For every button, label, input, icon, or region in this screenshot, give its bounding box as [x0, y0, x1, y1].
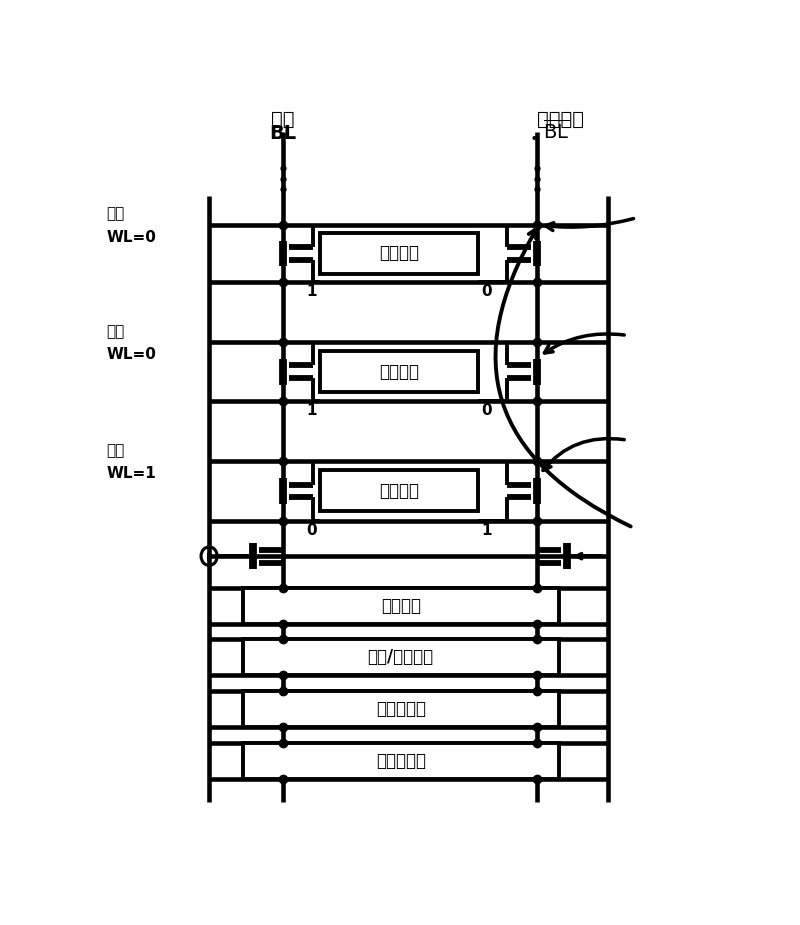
Text: 写使能电路: 写使能电路: [376, 700, 426, 719]
Text: $\overline{\mathrm{BL}}$: $\overline{\mathrm{BL}}$: [543, 119, 570, 143]
Bar: [242, 639, 558, 675]
Text: 存储单元: 存储单元: [379, 244, 419, 263]
Bar: [242, 744, 558, 779]
Text: 位线: 位线: [271, 110, 294, 129]
Bar: [242, 692, 558, 727]
Text: WL=0: WL=0: [106, 230, 156, 245]
Text: $\bullet$: $\bullet$: [529, 130, 537, 143]
Text: 增强电路: 增强电路: [381, 597, 421, 615]
Text: 敏感放大器: 敏感放大器: [376, 752, 426, 771]
Text: 1: 1: [482, 523, 492, 537]
Bar: [320, 233, 478, 274]
Text: 字线: 字线: [106, 443, 125, 458]
Text: 存储单元: 存储单元: [379, 482, 419, 500]
Text: BL: BL: [270, 124, 297, 143]
Text: 存储单元: 存储单元: [379, 363, 419, 381]
Text: 位线的非: 位线的非: [537, 110, 584, 129]
Text: p: p: [206, 551, 213, 561]
Text: 1: 1: [306, 284, 317, 299]
Text: 0: 0: [482, 403, 492, 418]
Bar: [320, 470, 478, 512]
Text: 0: 0: [306, 523, 317, 537]
Bar: [320, 351, 478, 392]
Text: 0: 0: [482, 284, 492, 299]
Text: 字线: 字线: [106, 206, 125, 221]
Text: WL=1: WL=1: [106, 466, 156, 481]
Text: 1: 1: [306, 403, 317, 418]
Text: WL=0: WL=0: [106, 348, 156, 363]
Text: 字线: 字线: [106, 324, 125, 339]
Text: 预充/平衡电路: 预充/平衡电路: [368, 648, 434, 666]
Bar: [242, 588, 558, 623]
